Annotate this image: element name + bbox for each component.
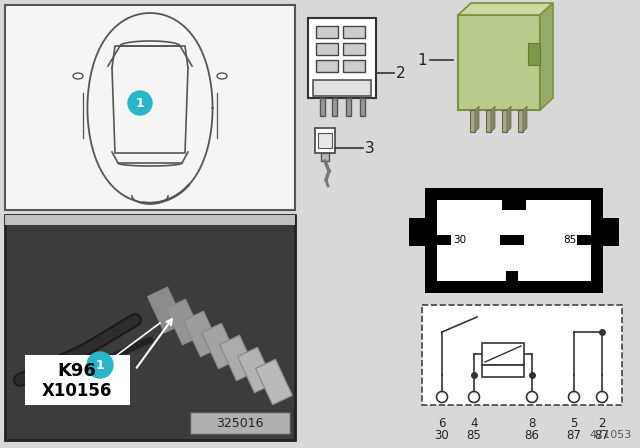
Circle shape <box>128 91 152 115</box>
Bar <box>482 343 524 365</box>
Polygon shape <box>148 287 184 333</box>
Polygon shape <box>184 311 220 357</box>
Text: 8: 8 <box>528 417 536 430</box>
Bar <box>458 15 540 110</box>
Circle shape <box>436 392 447 402</box>
Bar <box>528 43 540 65</box>
Bar <box>190 412 290 434</box>
Polygon shape <box>237 347 275 393</box>
Bar <box>506 271 518 281</box>
Bar <box>332 98 337 116</box>
Text: 471053: 471053 <box>589 430 632 440</box>
Text: 2: 2 <box>396 65 406 81</box>
Text: 5: 5 <box>570 417 578 430</box>
Text: 87: 87 <box>502 235 515 245</box>
Bar <box>422 305 622 405</box>
Polygon shape <box>540 3 553 110</box>
Text: 85: 85 <box>467 429 481 442</box>
Text: 86: 86 <box>525 429 540 442</box>
Bar <box>315 128 335 153</box>
Polygon shape <box>458 3 553 15</box>
Bar <box>316 43 338 55</box>
Bar <box>577 235 591 245</box>
Circle shape <box>527 392 538 402</box>
Bar <box>603 218 619 246</box>
Polygon shape <box>255 359 292 405</box>
Bar <box>482 365 524 377</box>
Bar <box>313 80 371 96</box>
Bar <box>437 200 591 281</box>
Bar <box>425 188 603 293</box>
Polygon shape <box>523 106 527 132</box>
Polygon shape <box>507 106 511 132</box>
Text: 87: 87 <box>566 429 581 442</box>
Circle shape <box>87 352 113 378</box>
Text: 30: 30 <box>453 235 466 245</box>
Polygon shape <box>202 323 239 369</box>
Bar <box>486 110 491 132</box>
Text: 30: 30 <box>435 429 449 442</box>
Bar <box>321 153 329 161</box>
Circle shape <box>468 392 479 402</box>
Text: 86: 86 <box>504 273 517 283</box>
Text: 1: 1 <box>417 52 427 68</box>
Bar <box>502 200 526 210</box>
Text: 4: 4 <box>470 417 477 430</box>
Polygon shape <box>491 106 495 132</box>
Bar <box>346 98 351 116</box>
Bar <box>25 355 130 405</box>
Ellipse shape <box>217 73 227 79</box>
Bar <box>316 60 338 72</box>
Bar <box>343 26 365 38</box>
Polygon shape <box>166 299 202 345</box>
Circle shape <box>568 392 579 402</box>
Bar <box>409 218 425 246</box>
Bar <box>308 18 376 98</box>
Polygon shape <box>220 335 257 381</box>
Text: 1: 1 <box>136 96 145 109</box>
Bar <box>5 215 295 440</box>
Text: K96: K96 <box>58 362 97 380</box>
Text: 3: 3 <box>365 141 375 155</box>
Text: X10156: X10156 <box>42 382 112 400</box>
Bar <box>470 110 475 132</box>
Text: 325016: 325016 <box>216 417 264 430</box>
Text: 1: 1 <box>95 358 104 371</box>
Bar <box>437 235 451 245</box>
Bar <box>343 60 365 72</box>
Bar <box>502 110 507 132</box>
Text: 6: 6 <box>438 417 445 430</box>
Bar <box>500 235 524 245</box>
Bar <box>318 133 332 148</box>
Bar <box>316 26 338 38</box>
Polygon shape <box>475 106 479 132</box>
Ellipse shape <box>73 73 83 79</box>
Bar <box>360 98 365 116</box>
Bar <box>320 98 325 116</box>
Text: 87: 87 <box>504 202 517 212</box>
Bar <box>343 43 365 55</box>
Circle shape <box>596 392 607 402</box>
Text: 87: 87 <box>595 429 609 442</box>
Bar <box>5 5 295 210</box>
Bar <box>518 110 523 132</box>
Text: 2: 2 <box>598 417 605 430</box>
Bar <box>5 215 295 225</box>
Text: 85: 85 <box>563 235 576 245</box>
